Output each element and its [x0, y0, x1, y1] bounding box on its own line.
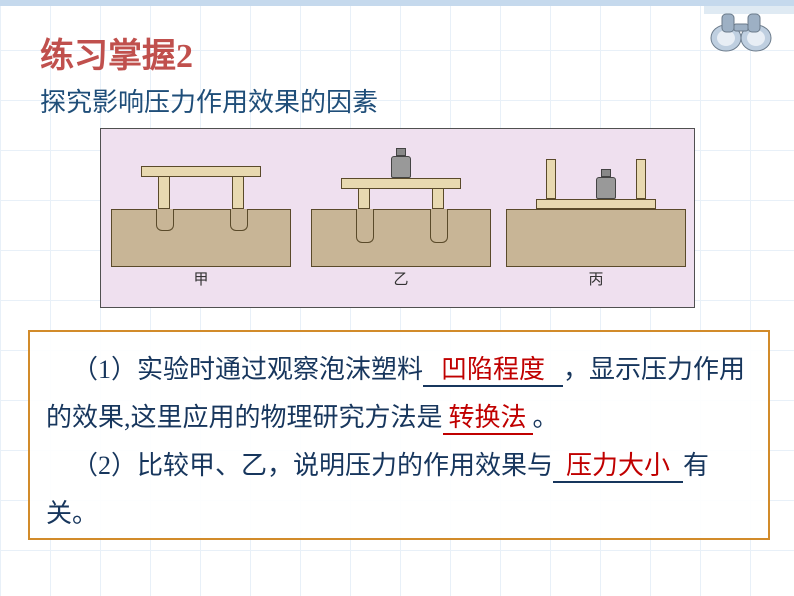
- q1-blank-2: 转换法: [443, 404, 533, 435]
- experiment-label: 甲: [111, 268, 291, 289]
- foam-block: [111, 209, 291, 267]
- experiment-3: 丙: [506, 137, 686, 297]
- table-leg: [358, 187, 370, 209]
- experiment-label: 丙: [506, 268, 686, 289]
- board: [536, 199, 656, 209]
- question-1: （1）实验时通过观察泡沫塑料凹陷程度，显示压力作用的效果,这里应用的物理研究方法…: [46, 346, 752, 442]
- foam-block: [311, 209, 491, 267]
- top-accent-bar: [0, 0, 794, 6]
- binoculars-icon: [706, 6, 776, 54]
- weight-icon: [596, 169, 616, 199]
- page-title: 练习掌握2: [40, 28, 193, 77]
- foam-block: [506, 209, 686, 267]
- q2-prefix: （2）比较甲、乙，说明压力的作用效果与: [72, 451, 553, 480]
- peg: [546, 159, 556, 199]
- experiment-2: 乙: [311, 137, 491, 297]
- experiment-1: 甲: [111, 137, 291, 297]
- q1-prefix: （1）实验时通过观察泡沫塑料: [72, 355, 423, 384]
- table-top: [141, 166, 261, 177]
- q1-suffix: 。: [533, 403, 559, 432]
- experiment-figure: 甲 乙 丙: [100, 128, 695, 308]
- answer-box: （1）实验时通过观察泡沫塑料凹陷程度，显示压力作用的效果,这里应用的物理研究方法…: [28, 330, 770, 540]
- page-subtitle: 探究影响压力作用效果的因素: [40, 82, 378, 119]
- table-leg: [432, 187, 444, 209]
- experiment-label: 乙: [311, 268, 491, 289]
- peg: [636, 159, 646, 199]
- q2-blank: 压力大小: [553, 452, 683, 483]
- table-leg: [158, 175, 170, 209]
- q1-blank-1: 凹陷程度: [423, 356, 563, 387]
- question-2: （2）比较甲、乙，说明压力的作用效果与压力大小有关。: [46, 442, 752, 538]
- table-top: [341, 178, 461, 189]
- table-leg: [232, 175, 244, 209]
- weight-icon: [391, 148, 411, 178]
